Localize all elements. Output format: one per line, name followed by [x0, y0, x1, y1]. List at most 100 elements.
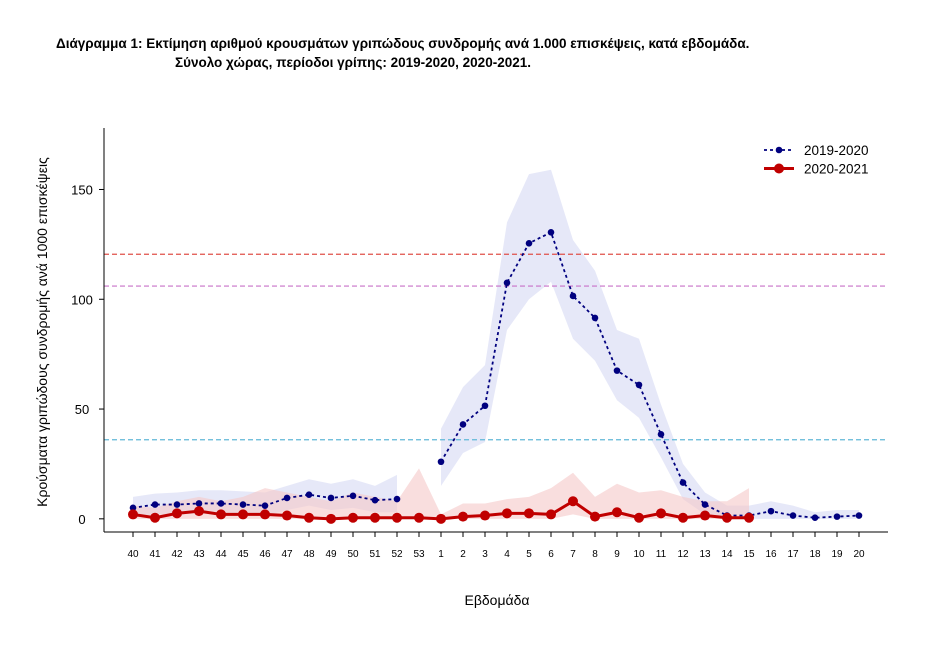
- data-point-2019-2020: [701, 501, 709, 508]
- data-point-2020-2021: [590, 511, 600, 522]
- x-tick-label: 16: [765, 549, 777, 560]
- x-tick-label: 49: [325, 549, 337, 560]
- x-tick-label: 52: [391, 549, 403, 560]
- data-point-2019-2020: [569, 292, 577, 300]
- data-point-2020-2021: [194, 506, 204, 517]
- data-point-2020-2021: [370, 512, 380, 523]
- data-point-2019-2020: [811, 514, 819, 522]
- data-point-2019-2020: [679, 479, 687, 486]
- x-tick-label: 40: [127, 549, 139, 560]
- data-point-2019-2020: [547, 228, 555, 236]
- data-point-2020-2021: [392, 512, 402, 523]
- data-point-2019-2020: [789, 512, 797, 519]
- x-tick-label: 15: [743, 549, 755, 560]
- data-point-2019-2020: [525, 239, 533, 247]
- data-point-2020-2021: [524, 508, 534, 519]
- data-point-2019-2020: [459, 421, 467, 428]
- data-point-2020-2021: [568, 496, 578, 507]
- x-tick-label: 44: [215, 549, 227, 560]
- data-point-2020-2021: [282, 510, 292, 521]
- data-point-2020-2021: [128, 509, 138, 520]
- x-tick-label: 13: [699, 549, 711, 560]
- x-tick-label: 50: [347, 549, 359, 560]
- reference-lines: [104, 253, 888, 441]
- x-tick-label: 43: [193, 549, 205, 560]
- x-tick-label: 7: [570, 549, 576, 560]
- chart-title-line1: Διάγραμμα 1: Εκτίμηση αριθμού κρουσμάτων…: [56, 36, 750, 51]
- y-axis-title: Κρούσματα γριπώδους συνδρομής ανά 1000 ε…: [34, 157, 50, 507]
- data-point-2020-2021: [546, 509, 556, 520]
- x-tick-label: 6: [548, 549, 554, 560]
- band-2020-2021-segment-0: [133, 468, 749, 519]
- data-point-2019-2020: [283, 494, 291, 502]
- y-tick-label: 100: [71, 292, 93, 307]
- data-point-2020-2021: [326, 513, 336, 524]
- x-tick-label: 4: [504, 549, 510, 560]
- data-point-2020-2021: [744, 512, 754, 523]
- x-tick-label: 48: [303, 549, 315, 560]
- data-point-2019-2020: [393, 495, 401, 503]
- data-point-2020-2021: [216, 509, 226, 520]
- x-tick-label: 3: [482, 549, 488, 560]
- data-point-2020-2021: [480, 510, 490, 521]
- x-tick-label: 19: [831, 549, 843, 560]
- data-point-2019-2020: [657, 430, 665, 438]
- legend: 2019-2020 2020-2021: [764, 143, 869, 177]
- data-point-2019-2020: [833, 513, 841, 520]
- data-point-2019-2020: [591, 314, 599, 322]
- data-point-2020-2021: [634, 512, 644, 523]
- data-point-2019-2020: [305, 491, 313, 498]
- legend-label-2019-2020: 2019-2020: [804, 143, 869, 158]
- data-point-2019-2020: [503, 279, 511, 287]
- data-point-2019-2020: [151, 501, 159, 508]
- data-point-2020-2021: [348, 512, 358, 523]
- data-point-2020-2021: [238, 509, 248, 520]
- data-point-2019-2020: [173, 501, 181, 508]
- data-point-2019-2020: [349, 492, 357, 500]
- data-point-2020-2021: [150, 512, 160, 523]
- data-point-2019-2020: [239, 501, 247, 508]
- x-tick-label: 53: [413, 549, 425, 560]
- data-point-2020-2021: [678, 512, 688, 523]
- x-tick-label: 5: [526, 549, 532, 560]
- data-point-2019-2020: [855, 512, 863, 519]
- data-point-2020-2021: [414, 512, 424, 523]
- x-tick-label: 18: [809, 549, 821, 560]
- x-tick-label: 45: [237, 549, 249, 560]
- x-tick-label: 42: [171, 549, 183, 560]
- data-point-2019-2020: [327, 494, 335, 502]
- data-point-2020-2021: [260, 509, 270, 520]
- x-tick-label: 12: [677, 549, 689, 560]
- data-point-2019-2020: [767, 507, 775, 515]
- legend-label-2020-2021: 2020-2021: [804, 162, 869, 177]
- x-axis-title: Εβδομάδα: [464, 592, 529, 608]
- x-tick-label: 17: [787, 549, 799, 560]
- data-point-2019-2020: [635, 381, 643, 389]
- y-tick-label: 50: [75, 402, 89, 417]
- data-point-2020-2021: [700, 510, 710, 521]
- legend-marker-2019-2020: [775, 146, 783, 154]
- data-point-2020-2021: [436, 513, 446, 524]
- data-point-2019-2020: [261, 502, 269, 509]
- x-tick-label: 9: [614, 549, 620, 560]
- x-tick-label: 20: [853, 549, 865, 560]
- x-tick-label: 8: [592, 549, 598, 560]
- data-point-2020-2021: [304, 512, 314, 523]
- data-point-2020-2021: [656, 508, 666, 519]
- data-point-2020-2021: [612, 507, 622, 518]
- data-point-2019-2020: [195, 500, 203, 507]
- x-tick-label: 2: [460, 549, 466, 560]
- series-line-2019-2020-segment-1: [440, 231, 860, 519]
- data-point-2020-2021: [502, 508, 512, 519]
- x-tick-label: 41: [149, 549, 161, 560]
- x-tick-label: 14: [721, 549, 733, 560]
- x-tick-label: 46: [259, 549, 271, 560]
- series-lines: [128, 228, 863, 524]
- x-tick-label: 47: [281, 549, 293, 560]
- x-tick-label: 1: [438, 549, 444, 560]
- y-tick-label: 0: [78, 512, 85, 527]
- data-point-2019-2020: [481, 402, 489, 410]
- data-point-2020-2021: [722, 512, 732, 523]
